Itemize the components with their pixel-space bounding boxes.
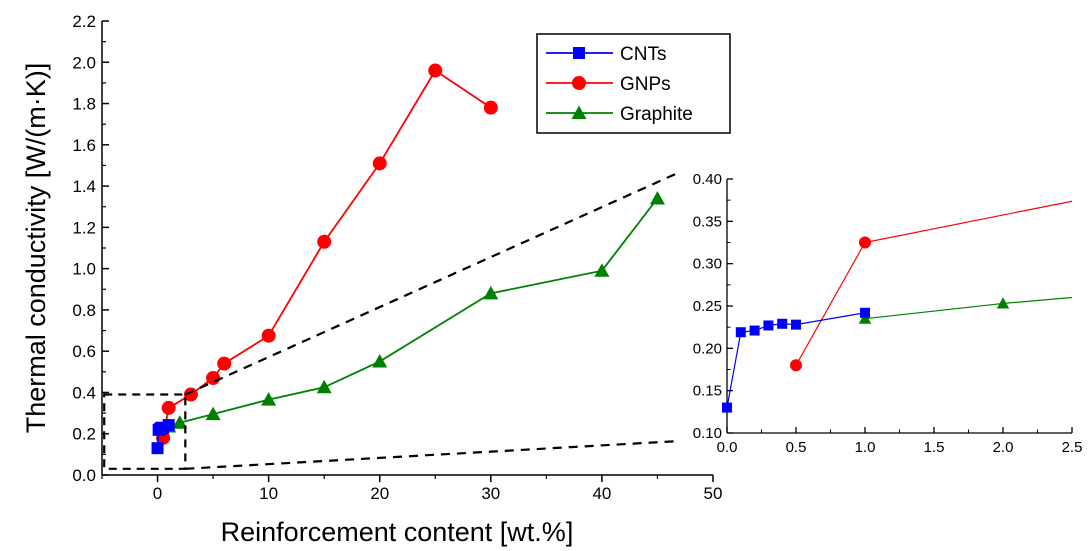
main-point-graphite: [372, 354, 388, 368]
inset-point-graphite: [996, 297, 1010, 309]
main-point-gnps: [483, 100, 498, 115]
inset-point-cnts: [777, 318, 788, 329]
main-x-tick-label: 0: [153, 484, 162, 503]
zoom-connector-bottom: [185, 439, 681, 470]
zoom-box: [103, 393, 187, 470]
main-series-line-graphite: [168, 197, 659, 428]
inset-x-tick-label: 2.0: [993, 439, 1014, 456]
main-y-tick-label: 0.0: [72, 466, 96, 485]
inset-y-tick-label: 0.25: [693, 298, 722, 315]
inset-point-graphite: [858, 312, 872, 324]
main-point-gnps: [183, 387, 198, 402]
y-axis-title: Thermal conductivity [W/(m·K)]: [21, 63, 51, 434]
inset-y-tick-label: 0.10: [693, 425, 722, 442]
inset-point-cnts: [722, 402, 732, 413]
inset-x-tick-label: 1.5: [924, 439, 945, 456]
main-y-tick-label: 1.6: [72, 136, 96, 155]
inset-point-cnts: [860, 307, 870, 318]
main-y-tick-label: 1.8: [72, 95, 96, 114]
inset-point-gnps: [790, 359, 802, 372]
inset-plot: 0.10 0.15 0.20 0.25 0.30 0.35 0.40 0.0 0.5 1.0 1.5…: [693, 171, 1083, 456]
main-point-gnps: [317, 234, 332, 249]
inset-x-tick-label: 0.0: [717, 439, 738, 456]
inset-point-cnts: [735, 327, 746, 338]
legend-label-cnts: CNTs: [620, 44, 666, 65]
main-point-gnps: [261, 328, 276, 343]
legend-marker-cnts: [573, 47, 585, 59]
main-point-cnts: [151, 442, 164, 455]
legend: CNTs GNPs Graphite: [536, 33, 731, 134]
main-x-tick-label: 30: [481, 484, 500, 503]
main-point-gnps: [217, 356, 232, 371]
main-point-graphite: [172, 415, 188, 429]
main-point-gnps: [428, 63, 443, 78]
zoom-connector-top: [184, 170, 681, 396]
legend-marker-graphite: [571, 105, 587, 119]
main-y-tick-label: 1.2: [72, 218, 96, 237]
inset-x-tick-label: 1.0: [855, 439, 876, 456]
legend-marker-gnps: [572, 76, 586, 90]
inset-y-tick-label: 0.15: [693, 383, 722, 400]
main-y-tick-label: 2.0: [72, 53, 96, 72]
main-y-tick-label: 2.2: [72, 12, 96, 31]
x-axis-title: Reinforcement content [wt.%]: [221, 517, 574, 547]
main-point-graphite: [205, 406, 221, 421]
inset-point-cnts: [763, 320, 774, 331]
main-plot: 0.0 0.2 0.4 0.6 0.8 1.0 1.2 1.4 1.6 1.8 2.0 2.2 0 10 2…: [21, 12, 731, 547]
main-x-tick-label: 10: [259, 484, 278, 503]
main-point-gnps: [372, 156, 387, 171]
inset-y-tick-label: 0.40: [693, 171, 722, 188]
main-point-graphite: [316, 379, 332, 394]
main-point-gnps: [161, 400, 176, 415]
inset-point-cnts: [749, 325, 760, 336]
main-point-graphite: [594, 263, 610, 277]
main-x-tick-label: 40: [592, 484, 611, 503]
inset-y-tick-label: 0.20: [693, 340, 722, 357]
main-y-tick-label: 0.6: [72, 342, 96, 361]
main-y-tick-label: 1.0: [72, 260, 96, 279]
legend-label-graphite: Graphite: [620, 104, 693, 125]
zoom-connectors: [184, 170, 681, 470]
main-y-tick-label: 0.2: [72, 425, 96, 444]
inset-background: [723, 173, 1082, 439]
inset-x-tick-label: 0.5: [786, 439, 807, 456]
main-point-cnts: [162, 419, 175, 432]
main-point-graphite: [649, 190, 665, 205]
main-point-gnps: [206, 371, 221, 386]
inset-y-tick-label: 0.30: [693, 256, 722, 273]
inset-x-tick-label: 2.5: [1062, 439, 1083, 456]
inset-point-gnps: [859, 236, 871, 249]
main-point-graphite: [261, 392, 277, 406]
inset-point-cnts: [791, 319, 801, 330]
main-point-graphite: [483, 285, 499, 300]
main-y-tick-label: 0.4: [72, 383, 96, 402]
main-y-tick-label: 0.8: [72, 301, 96, 320]
main-x-tick-label: 20: [370, 484, 389, 503]
main-y-tick-label: 1.4: [72, 177, 96, 196]
main-series-line-gnps: [162, 69, 492, 439]
legend-label-gnps: GNPs: [620, 74, 671, 95]
main-x-tick-label: 50: [704, 484, 723, 503]
inset-y-tick-label: 0.35: [693, 213, 722, 230]
